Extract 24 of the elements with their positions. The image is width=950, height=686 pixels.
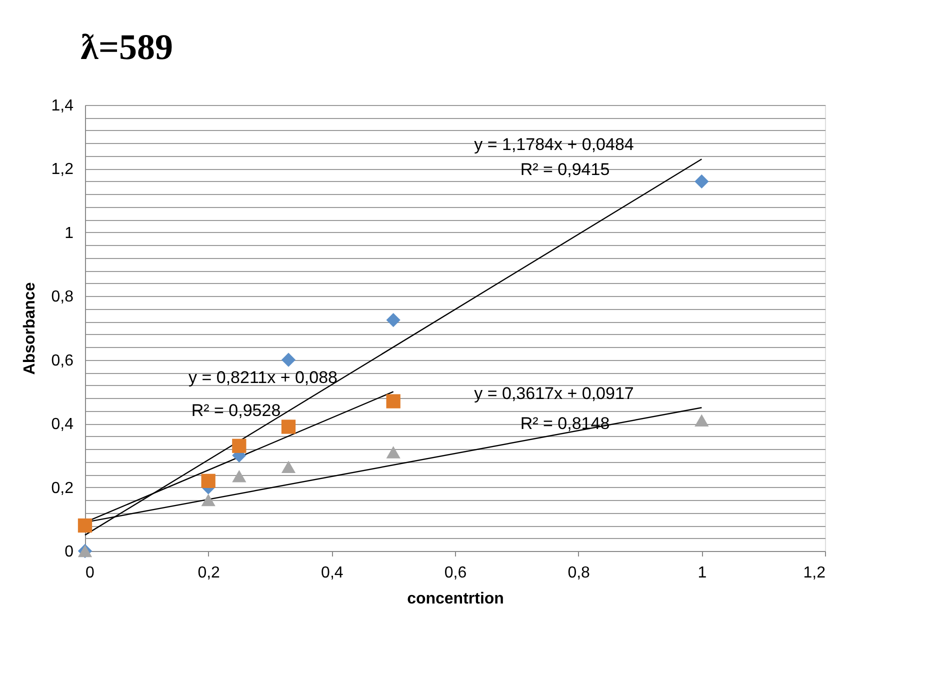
annotation: y = 0,3617x + 0,0917	[474, 384, 634, 403]
annotation: R² = 0,9528	[191, 401, 281, 420]
y-tick-label: 0,8	[51, 288, 74, 306]
annotation: R² = 0,8148	[520, 414, 610, 433]
chart-title: ƛ=589	[80, 27, 173, 67]
x-tick-label: 0,6	[444, 564, 467, 582]
y-tick-label: 0	[64, 544, 74, 560]
y-tick-label: 0,6	[51, 352, 74, 370]
annotation: R² = 0,9415	[520, 160, 610, 179]
y-tick-label: 1	[64, 224, 74, 242]
x-tick-label: 0,4	[321, 564, 344, 582]
x-axis-title: concentrtion	[407, 590, 504, 608]
y-axis-title: Absorbance	[21, 282, 38, 375]
x-tick-label: 0,8	[568, 564, 590, 582]
x-tick-label: 0,2	[198, 564, 220, 582]
annotation: y = 1,1784x + 0,0484	[474, 135, 634, 154]
y-tick-label: 0,4	[51, 416, 74, 434]
y-tick-label: 1,4	[51, 98, 74, 114]
annotation: y = 0,8211x + 0,088	[188, 368, 338, 387]
x-tick-label: 1	[698, 564, 707, 582]
y-tick-label: 1,2	[51, 161, 74, 178]
x-tick-label: 1,2	[803, 564, 826, 582]
y-tick-label: 0,2	[51, 480, 74, 497]
x-tick-label: 0	[86, 564, 94, 582]
